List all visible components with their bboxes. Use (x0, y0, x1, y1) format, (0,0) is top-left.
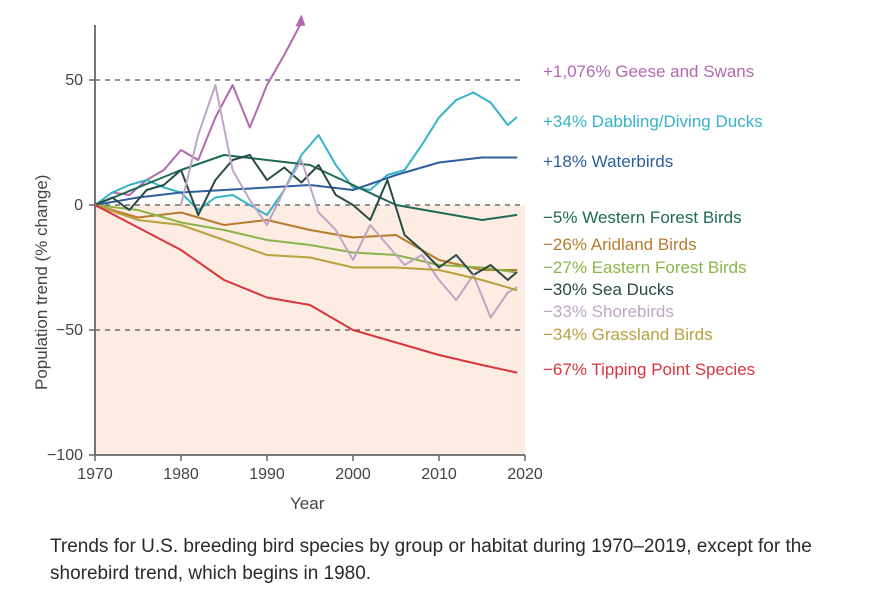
legend-entry-tipping_point: −67% Tipping Point Species (543, 360, 755, 380)
legend-entry-eastern_forest: −27% Eastern Forest Birds (543, 258, 747, 278)
legend-entry-aridland: −26% Aridland Birds (543, 235, 697, 255)
x-tick-label: 1980 (163, 466, 199, 483)
x-tick-label: 2010 (421, 466, 457, 483)
x-tick-label: 1990 (249, 466, 285, 483)
x-axis-label: Year (290, 494, 324, 514)
chart-container: −100 −50 0 50 1970 1980 1990 2000 2010 2020 Popul… (0, 0, 880, 616)
legend-entry-geese_swans: +1,076% Geese and Swans (543, 62, 754, 82)
series-dabbling_ducks (95, 93, 516, 216)
chart-caption: Trends for U.S. breeding bird species by… (50, 533, 830, 588)
arrowhead-icon (295, 15, 305, 27)
y-axis-label: Population trend (% change) (32, 175, 52, 390)
legend-entry-shorebirds: −33% Shorebirds (543, 302, 674, 322)
legend-entry-western_forest: −5% Western Forest Birds (543, 208, 742, 228)
y-tick-label: 50 (65, 72, 83, 89)
y-tick-label: −100 (47, 447, 83, 464)
legend-entry-grassland: −34% Grassland Birds (543, 325, 713, 345)
y-tick-label: −50 (56, 322, 83, 339)
legend-entry-waterbirds: +18% Waterbirds (543, 152, 673, 172)
x-tick-label: 2000 (335, 466, 371, 483)
legend-entry-dabbling_ducks: +34% Dabbling/Diving Ducks (543, 112, 763, 132)
x-tick-label: 2020 (507, 466, 543, 483)
x-tick-label: 1970 (77, 466, 113, 483)
legend-entry-sea_ducks: −30% Sea Ducks (543, 280, 674, 300)
y-tick-label: 0 (74, 197, 83, 214)
